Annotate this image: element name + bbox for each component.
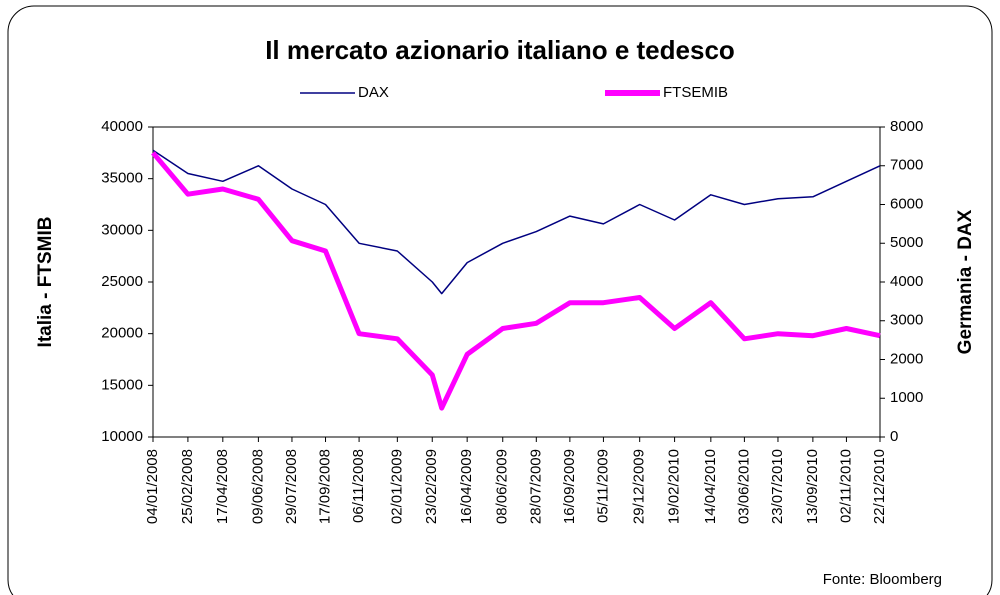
x-tick-label: 02/11/2010	[837, 449, 854, 523]
y2-tick-label: 0	[890, 428, 898, 445]
x-tick-label: 08/06/2009	[494, 449, 511, 524]
chart-title: Il mercato azionario italiano e tedesco	[265, 35, 735, 65]
x-tick-label: 14/04/2010	[702, 449, 719, 524]
x-tick-label: 28/07/2009	[527, 449, 544, 524]
y2-tick-label: 8000	[890, 118, 923, 135]
legend-label: DAX	[358, 84, 389, 101]
y-tick-label: 35000	[101, 170, 143, 187]
x-tick-label: 23/07/2010	[769, 449, 786, 524]
y-tick-label: 15000	[101, 376, 143, 393]
line-series	[152, 149, 881, 295]
x-tick-label: 16/09/2009	[561, 449, 578, 524]
line-series	[151, 151, 881, 411]
frame	[7, 5, 993, 595]
y-tick-label: 30000	[101, 221, 143, 238]
x-tick-label: 05/11/2009	[594, 449, 611, 523]
y2-tick-label: 6000	[890, 195, 923, 212]
y-axis-label: Italia - FTSMIB	[35, 217, 56, 348]
x-tick-label: 02/01/2009	[388, 449, 405, 524]
x-tick-label: 03/06/2010	[735, 449, 752, 524]
y2-axis-label: Germania - DAX	[955, 209, 976, 354]
source: Fonte: Bloomberg	[823, 571, 942, 588]
y2-tick-label: 2000	[890, 350, 923, 367]
y-tick-label: 25000	[101, 273, 143, 290]
y2-tick-label: 7000	[890, 157, 923, 174]
plot-area	[152, 126, 881, 438]
y-tick-label: 20000	[101, 325, 143, 342]
x-tick-label: 06/11/2008	[350, 449, 367, 523]
x-tick-label: 17/09/2008	[316, 449, 333, 524]
x-tick-label: 17/04/2008	[214, 449, 231, 524]
x-tick-label: 19/02/2010	[666, 449, 683, 524]
x-tick-label: 04/01/2008	[144, 449, 161, 524]
y2-tick-label: 1000	[890, 389, 923, 406]
y-tick-label: 40000	[101, 118, 143, 135]
y2-tick-label: 5000	[890, 234, 923, 251]
y2-tick-label: 3000	[890, 312, 923, 329]
x-tick-label: 23/02/2009	[423, 449, 440, 524]
x-tick-label: 22/12/2010	[871, 449, 888, 524]
x-tick-label: 09/06/2008	[249, 449, 266, 524]
x-tick-label: 29/12/2009	[631, 449, 648, 524]
x-tick-label: 13/09/2010	[804, 449, 821, 524]
x-tick-label: 29/07/2008	[283, 449, 300, 524]
y2-tick-label: 4000	[890, 273, 923, 290]
legend-label: FTSEMIB	[663, 84, 728, 101]
x-tick-label: 16/04/2009	[458, 449, 475, 524]
y-tick-label: 10000	[101, 428, 143, 445]
x-tick-label: 25/02/2008	[179, 449, 196, 524]
